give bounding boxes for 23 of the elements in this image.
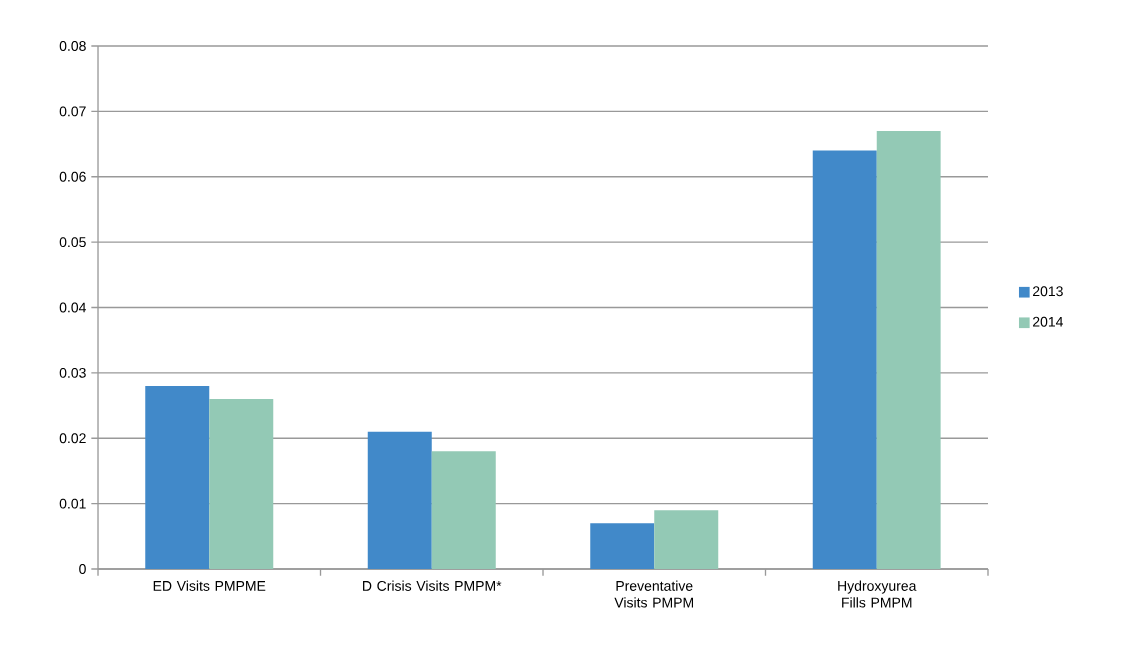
bar (812, 150, 877, 569)
x-tick-label: D Crisis Visits PMPM* (363, 580, 502, 591)
x-tick-label: Preventative Visits PMPM (614, 580, 694, 608)
bar (876, 130, 941, 569)
bar (431, 451, 496, 569)
x-tick-label: ED Visits PMPME (153, 580, 266, 591)
bar (367, 431, 432, 569)
bar (209, 399, 274, 569)
y-tick-label: 0.01 (59, 498, 86, 509)
y-tick-label: 0.05 (59, 237, 86, 248)
y-tick-label: 0.04 (59, 302, 86, 313)
y-tick-label: 0.08 (59, 41, 86, 51)
y-tick-label: 0.07 (59, 106, 86, 117)
y-tick-label: 0 (79, 564, 86, 574)
y-tick-label: 0.02 (59, 433, 86, 444)
y-tick-label: 0.06 (59, 171, 86, 182)
bar (590, 523, 655, 569)
y-tick-label: 0.03 (59, 367, 86, 378)
bar (145, 385, 210, 569)
legend-label: 2013 (1033, 286, 1063, 297)
legend-label: 2014 (1033, 316, 1064, 327)
x-tick-label: Hydroxyurea Fills PMPM (838, 580, 917, 608)
bar (654, 510, 719, 569)
